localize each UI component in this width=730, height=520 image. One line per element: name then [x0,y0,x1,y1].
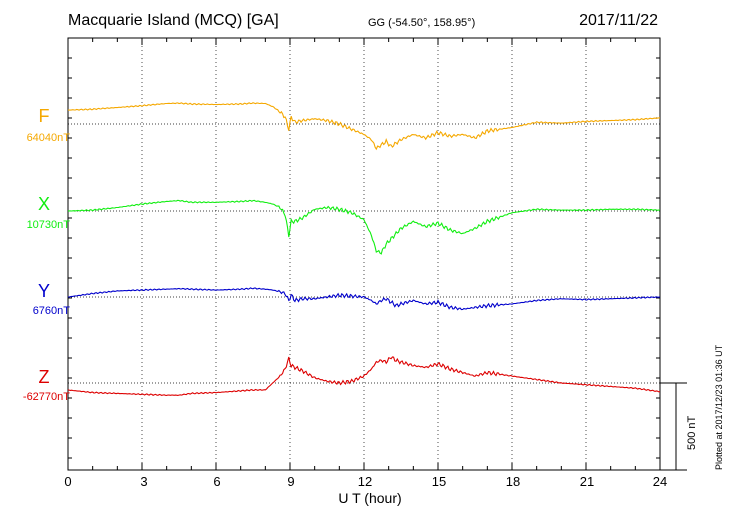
series-line-z [67,356,661,396]
plotted-timestamp: Plotted at 2017/12/23 01:36 UT [714,344,724,470]
series-line-y [68,287,661,311]
x-tick-label: 24 [652,474,668,489]
x-tick-label: 6 [213,474,221,489]
series-line-x [67,199,661,255]
series-baseline-f: 64040nT [26,132,70,144]
date-label: 2017/11/22 [579,12,658,29]
series-label-x: X [37,194,50,214]
series-baseline-x: 10730nT [26,219,70,231]
scale-bar-label: 500 nT [686,415,698,450]
series-baseline-z: -62770nT [22,391,70,403]
x-axis-label: U T (hour) [338,490,402,506]
series-label-y: Y [37,281,50,301]
series-baseline-y: 6760nT [32,305,70,317]
series-line-f [67,102,660,151]
x-tick-label: 3 [140,474,148,489]
series-label-f: F [38,106,50,126]
x-tick-label: 18 [505,474,521,489]
x-tick-label: 0 [64,474,72,489]
x-tick-label: 12 [357,474,373,489]
x-tick-label: 15 [431,474,447,489]
x-tick-label: 9 [287,474,295,489]
series-label-z: Z [38,367,50,387]
x-tick-label: 21 [579,474,595,489]
coordinates-label: GG (-54.50°, 158.95°) [368,17,476,29]
station-title: Macquarie Island (MCQ) [GA] [68,12,279,29]
